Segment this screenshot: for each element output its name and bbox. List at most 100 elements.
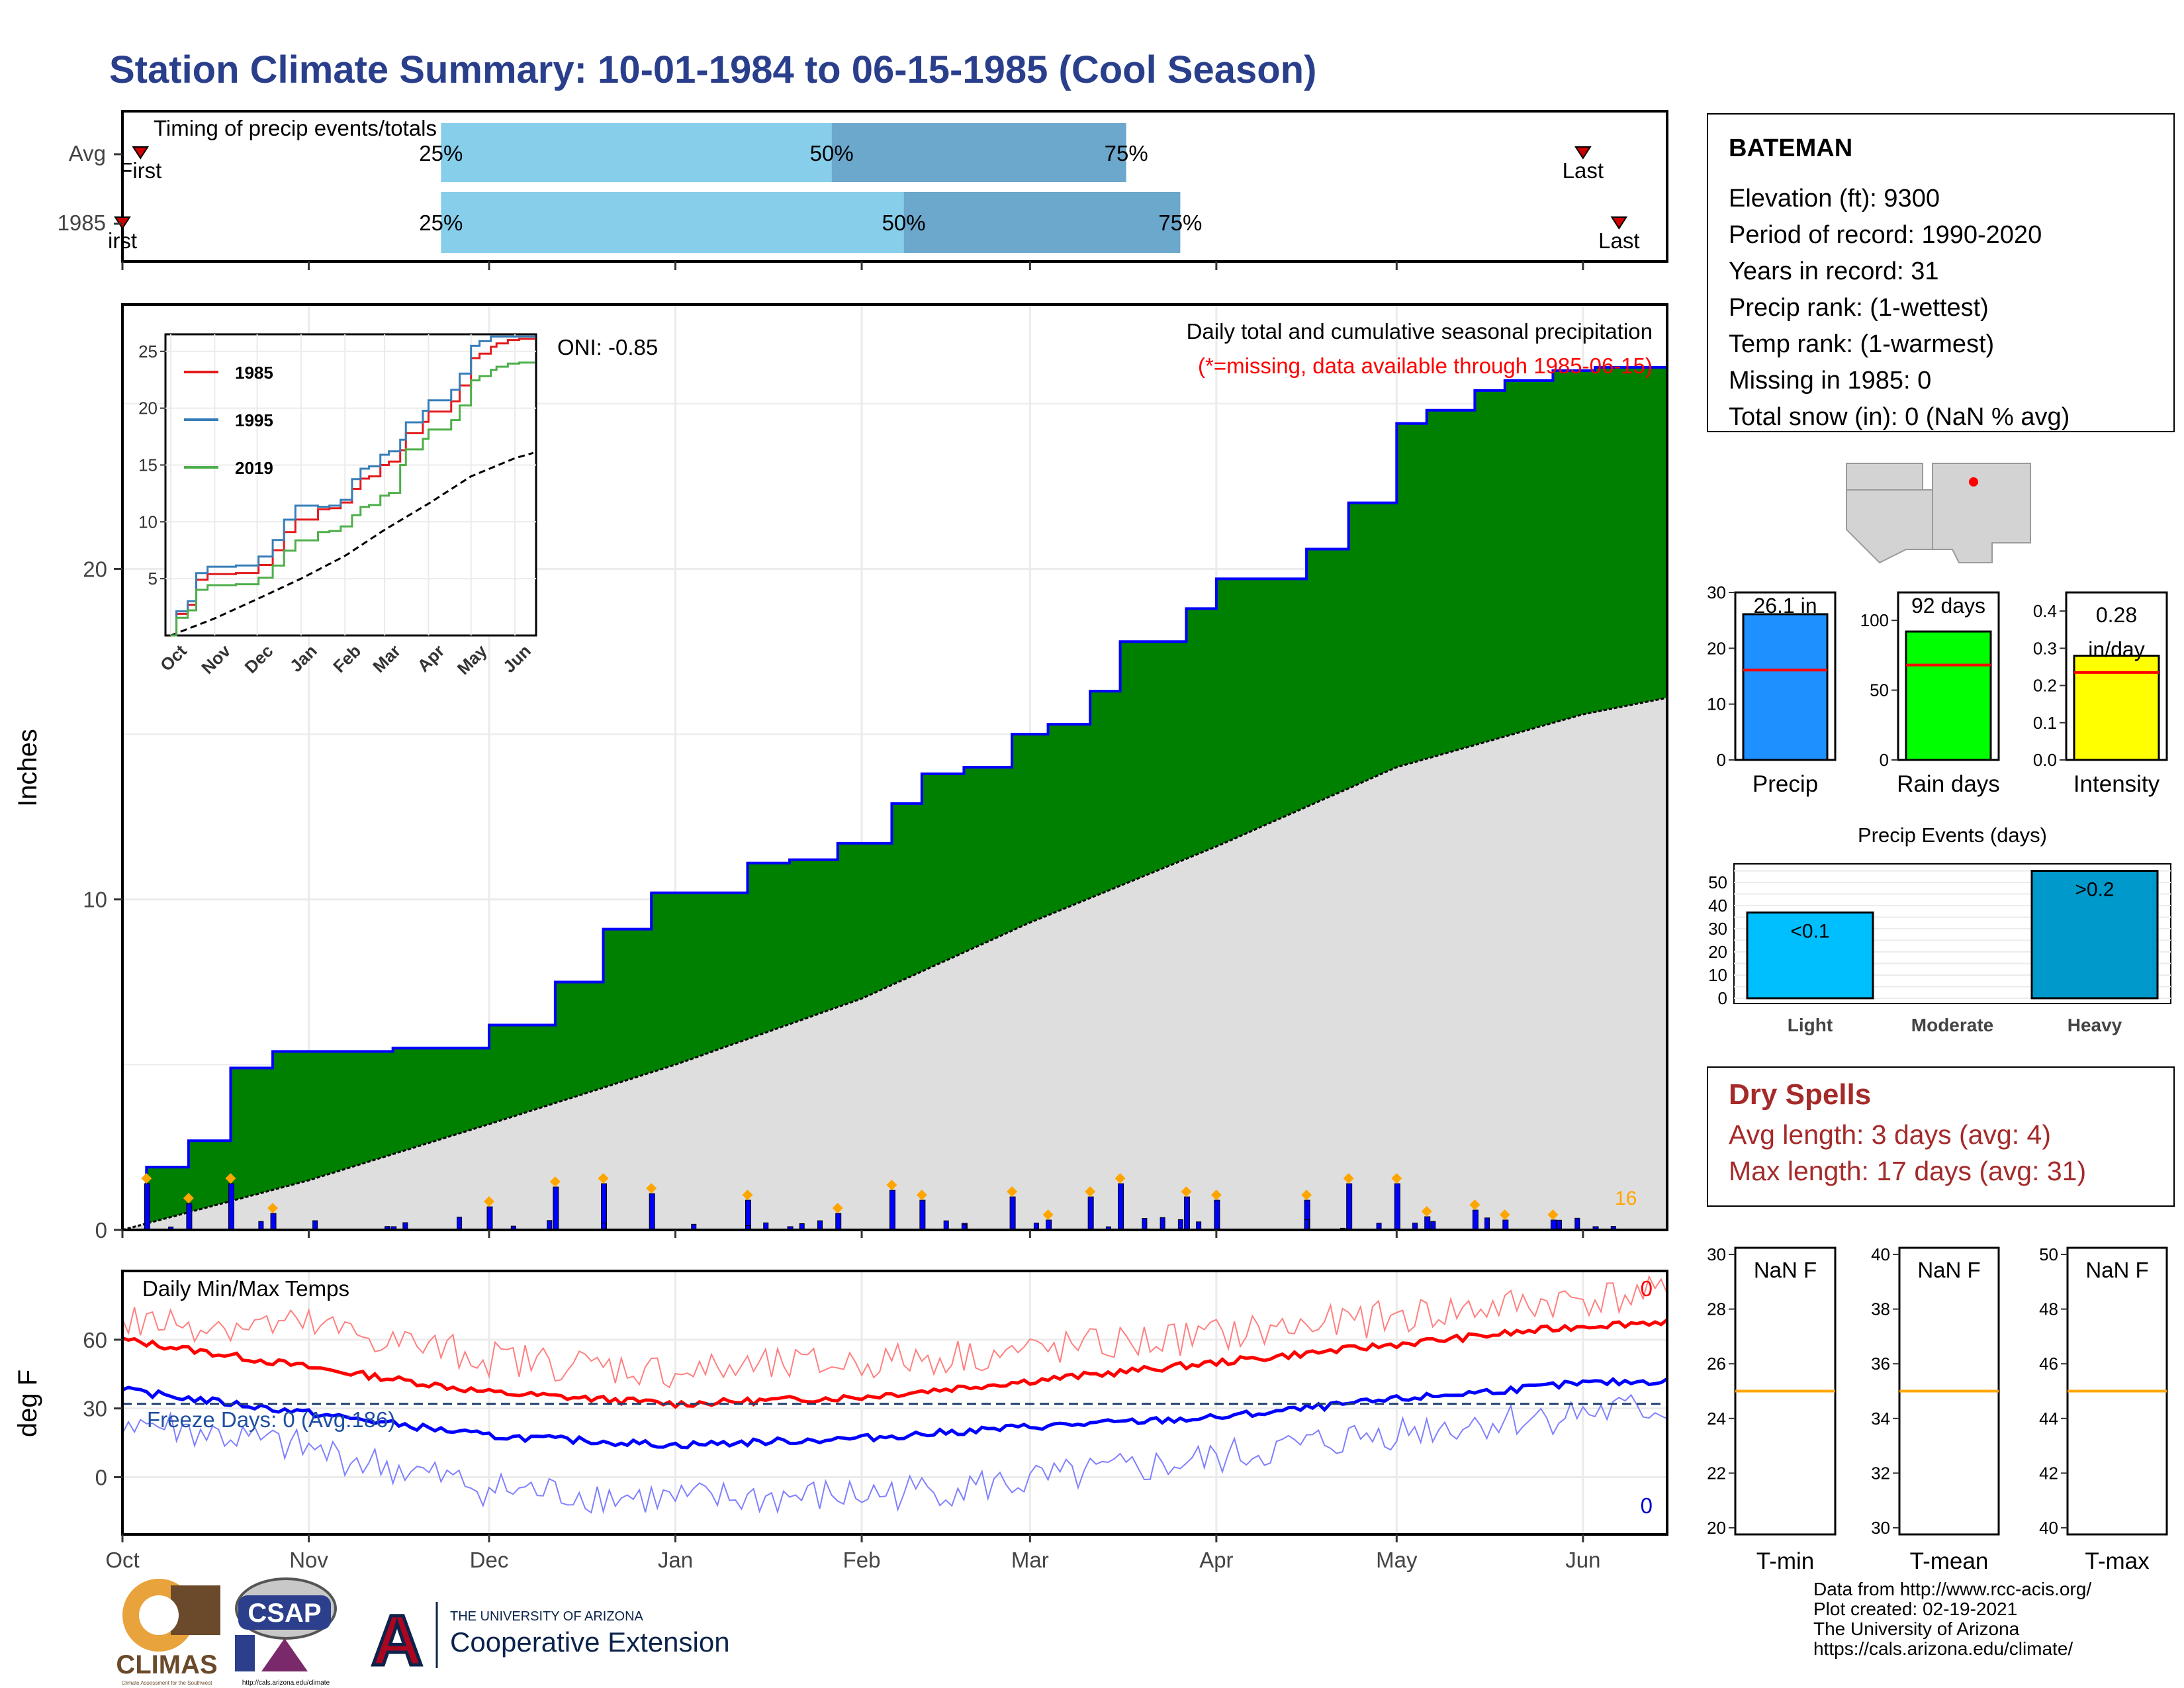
daily-precip-bar <box>1142 1218 1148 1231</box>
temp-box-tick: 38 <box>1871 1299 1890 1319</box>
csap-logo: CSAP http://cals.arizona.edu/climate <box>235 1577 337 1687</box>
summary-bar-tick: 20 <box>1707 638 1726 658</box>
event-marker <box>916 1190 927 1201</box>
daily-precip-bar <box>312 1220 318 1231</box>
daily-precip-bar <box>1424 1216 1431 1231</box>
summary-bar-precip: 0 10 20 30 26.1 in Precip <box>1707 583 1837 797</box>
event-y-tick: 40 <box>1708 896 1727 915</box>
event-marker <box>742 1190 753 1201</box>
timing-last-marker <box>1574 146 1592 160</box>
timing-row-avg-label: Avg <box>69 141 106 165</box>
temp-box-value: NaN F <box>2085 1258 2148 1282</box>
summary-bar-tick: 0.2 <box>2033 676 2057 696</box>
temp-box-label: T-mean <box>1910 1548 1989 1574</box>
summary-bar-fill <box>1905 630 1992 761</box>
temp-box-tick: 50 <box>2039 1244 2058 1264</box>
dry-spells-box: Dry Spells Avg length: 3 days (avg: 4) M… <box>1707 1066 2175 1207</box>
timing-last-label: Last <box>1563 158 1604 183</box>
timing-percent-label: 50% <box>882 211 926 235</box>
timing-row-year-label: 1985 <box>58 211 106 235</box>
daily-precip-bar <box>1087 1196 1094 1231</box>
temp-box-tick: 44 <box>2039 1409 2058 1429</box>
event-marker <box>1391 1173 1402 1184</box>
daily-precip-bar <box>835 1213 842 1231</box>
temp-box-tick: 30 <box>1707 1244 1726 1264</box>
daily-precip-bar <box>547 1220 553 1231</box>
daily-precip-bar <box>1346 1183 1353 1231</box>
daily-precip-bar <box>457 1217 463 1231</box>
event-marker <box>832 1203 843 1214</box>
temp-box-tick: 42 <box>2039 1463 2058 1483</box>
temp-line <box>122 1318 1668 1409</box>
main-y-tick: 20 <box>83 557 107 581</box>
main-y-tick: 0 <box>95 1218 107 1243</box>
summary-bar-label: Rain days <box>1897 771 2000 797</box>
timing-bar-q2 <box>903 192 1181 253</box>
credit-line: Data from http://www.rcc-acis.org/ <box>1813 1579 2092 1599</box>
temp-box-t-mean: NaN F 30 32 34 36 38 40 T-mean <box>1871 1244 2000 1574</box>
daily-precip-bar <box>1574 1217 1580 1231</box>
inset-line-1995 <box>171 335 535 637</box>
summary-bar-value: 0.28 <box>2096 603 2137 627</box>
temperature-boxes: NaN F 20 22 24 26 28 30 T-min NaN F 30 32 34 36 38 40 T… <box>1707 1244 2168 1574</box>
summary-bar-tick: 30 <box>1707 583 1726 602</box>
event-y-tick: 10 <box>1708 965 1727 985</box>
temp-chart-title: Daily Min/Max Temps <box>142 1276 349 1301</box>
inset-y-tick: 10 <box>138 512 158 532</box>
timing-bar-q2 <box>831 123 1126 182</box>
climas-wordmark: CLIMAS <box>116 1650 217 1679</box>
inset-y-tick: 25 <box>138 342 158 361</box>
event-marker <box>598 1173 609 1184</box>
timing-percent-label: 75% <box>1158 211 1202 235</box>
temp-x-tick: Nov <box>289 1548 328 1572</box>
university-of-arizona-logo: A THE UNIVERSITY OF ARIZONA Cooperative … <box>370 1599 730 1682</box>
temp-x-tick: May <box>1376 1548 1418 1572</box>
summary-bar-rain-days: 0 50 100 92 days Rain days <box>1860 591 2000 797</box>
dry-spells-max: Max length: 17 days (avg: 31) <box>1729 1156 2086 1186</box>
event-marker <box>549 1176 561 1188</box>
inset-y-tick: 5 <box>148 569 158 588</box>
timing-bar-q1 <box>441 192 904 253</box>
event-marker <box>1042 1209 1054 1221</box>
station-detail-line: Elevation (ft): 9300 <box>1729 185 1940 212</box>
timing-first-label: irst <box>108 228 137 253</box>
summary-bar-fill <box>1742 613 1829 761</box>
events-title: Precip Events (days) <box>1858 823 2047 847</box>
inset-legend-label: 1995 <box>235 410 273 430</box>
daily-precip-bar <box>649 1193 655 1231</box>
oni-label: ONI: -0.85 <box>557 335 658 359</box>
summary-bar-value-unit: in/day <box>2088 637 2144 661</box>
average-cumulative-line <box>122 696 1668 1231</box>
ua-block-a: A <box>371 1600 423 1680</box>
event-marker <box>1343 1173 1354 1184</box>
temp-box-label: T-min <box>1756 1548 1815 1574</box>
temp-box-tick: 32 <box>1871 1463 1890 1483</box>
summary-bar-tick: 50 <box>1870 680 1889 700</box>
event-marker <box>646 1183 657 1194</box>
event-marker <box>1115 1173 1126 1184</box>
daily-precip-bar <box>270 1213 277 1231</box>
event-marker <box>886 1180 897 1191</box>
temp-x-tick: Apr <box>1199 1548 1233 1572</box>
daily-precip-bar <box>1046 1219 1052 1231</box>
page-title: Station Climate Summary: 10-01-1984 to 0… <box>109 48 1316 91</box>
summary-bar-label: Intensity <box>2073 771 2160 797</box>
daily-precip-bar <box>228 1183 234 1231</box>
temp-box-tick: 28 <box>1707 1299 1726 1319</box>
temp-box-tick: 48 <box>2039 1299 2058 1319</box>
max-temp-count: 0 <box>1641 1276 1653 1301</box>
temp-line <box>122 1274 1668 1389</box>
temp-box-tick: 36 <box>1871 1354 1890 1374</box>
summary-bar-tick: 0.1 <box>2033 713 2057 733</box>
temp-y-tick: 0 <box>95 1465 107 1489</box>
temp-x-tick: Feb <box>843 1548 881 1572</box>
event-bar-label: <0.1 <box>1790 921 1829 943</box>
event-marker <box>1547 1209 1559 1221</box>
timing-first-label: First <box>119 158 161 183</box>
timing-percent-label: 75% <box>1105 141 1148 165</box>
precip-events-chart: Precip Events (days) <0.1 Light Moderate >0… <box>1708 823 2171 1035</box>
event-marker <box>1181 1186 1192 1197</box>
event-category-label: Moderate <box>1911 1015 1993 1035</box>
